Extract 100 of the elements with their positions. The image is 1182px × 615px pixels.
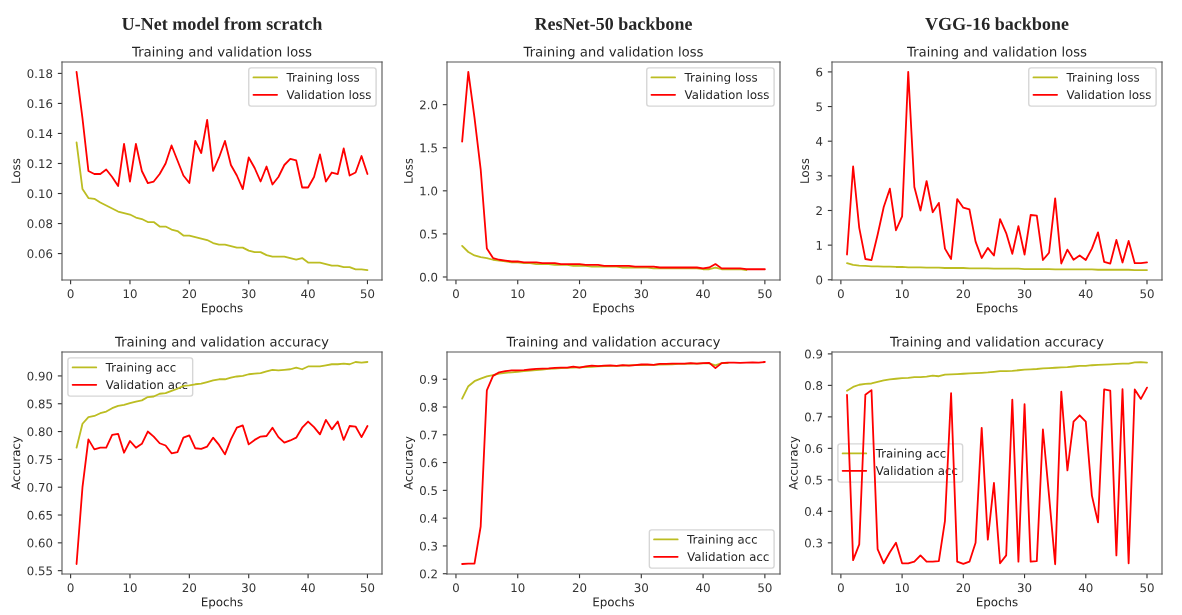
x-tick-label: 40 <box>301 289 315 299</box>
x-tick-label: 30 <box>634 583 649 593</box>
legend-label: Validation acc <box>105 379 188 390</box>
y-axis-title: Accuracy <box>11 436 23 490</box>
chart-title: U-Net model from scratch <box>122 17 323 30</box>
y-tick-label: 0.60 <box>27 538 53 548</box>
y-tick-label: 0.2 <box>419 569 437 579</box>
x-tick-label: 20 <box>182 289 197 299</box>
x-tick-label: 10 <box>511 583 525 593</box>
x-axis-title: Epochs <box>593 597 635 609</box>
chart-title: Training and validation accuracy <box>114 336 329 350</box>
line-series <box>846 386 1148 566</box>
y-axis-title: Accuracy <box>403 436 416 490</box>
y-axis-title: Loss <box>403 158 413 183</box>
y-tick-label: 0.3 <box>804 538 823 548</box>
x-tick-label: 50 <box>1140 583 1154 593</box>
legend-label: Training loss <box>286 72 360 85</box>
y-tick-label: 0.9 <box>804 349 823 359</box>
y-tick-label: 0.80 <box>27 427 53 437</box>
y-tick-label: 2.0 <box>420 100 438 110</box>
x-tick-label: 10 <box>895 583 909 593</box>
x-tick-label: 50 <box>758 289 772 299</box>
x-axis-title: Epochs <box>202 597 243 609</box>
line-series <box>75 71 369 190</box>
y-tick-label: 0.6 <box>419 458 438 468</box>
y-tick-label: 0.4 <box>804 507 823 516</box>
chart-subtitle: Training and validation loss <box>132 46 312 60</box>
y-tick-label: 0.14 <box>27 129 53 139</box>
legend-label: Training acc <box>687 534 757 547</box>
x-tick-label: 50 <box>758 583 772 593</box>
y-tick-label: 0.08 <box>27 219 53 229</box>
y-tick-label: 0.4 <box>419 513 438 523</box>
y-tick-label: 4 <box>816 137 823 146</box>
y-tick-label: 1.5 <box>420 143 437 153</box>
line-series <box>75 141 369 271</box>
x-tick-label: 20 <box>182 583 197 593</box>
x-tick-label: 40 <box>1078 583 1093 593</box>
y-tick-label: 6 <box>816 67 823 77</box>
chart-title: ResNet-50 backbone <box>534 17 693 30</box>
x-axis-title: Epochs <box>593 303 635 315</box>
x-tick-label: 30 <box>242 289 256 299</box>
x-tick-label: 50 <box>1140 289 1154 299</box>
x-tick-label: 40 <box>1078 289 1093 299</box>
y-tick-label: 0.16 <box>27 99 53 109</box>
legend-label: Validation loss <box>1066 89 1151 100</box>
x-tick-label: 0 <box>837 289 844 299</box>
y-tick-label: 0.3 <box>419 541 438 551</box>
line-series <box>846 361 1148 392</box>
y-tick-label: 0.8 <box>804 381 823 391</box>
x-tick-label: 20 <box>572 583 587 593</box>
y-tick-label: 0.7 <box>804 412 822 422</box>
chart-subtitle: Training and validation loss <box>907 46 1087 60</box>
legend-label: Training loss <box>1066 72 1140 85</box>
y-tick-label: 0.55 <box>27 566 52 576</box>
y-tick-label: 0.70 <box>27 482 53 492</box>
chart-title: Training and validation accuracy <box>889 336 1104 350</box>
x-tick-label: 30 <box>634 289 649 299</box>
y-axis-title: Accuracy <box>788 436 801 490</box>
y-tick-label: 0.9 <box>419 374 438 384</box>
chart-title: Training and validation accuracy <box>506 336 721 350</box>
x-tick-label: 10 <box>123 583 137 593</box>
x-tick-label: 50 <box>360 289 375 299</box>
y-tick-label: 1.0 <box>420 186 438 196</box>
y-tick-label: 0.6 <box>804 444 823 454</box>
legend-label: Training acc <box>875 448 946 461</box>
y-tick-label: 0.12 <box>27 159 52 169</box>
y-tick-label: 0.5 <box>419 229 437 239</box>
y-tick-label: 0.5 <box>419 486 437 496</box>
legend-label: Validation loss <box>286 89 371 100</box>
x-tick-label: 0 <box>452 583 459 593</box>
y-tick-label: 0.18 <box>27 69 53 79</box>
x-axis-title: Epochs <box>202 303 243 315</box>
x-tick-label: 10 <box>123 289 137 299</box>
x-axis-title: Epochs <box>977 303 1018 315</box>
y-tick-label: 0.65 <box>27 510 52 520</box>
x-tick-label: 10 <box>511 289 525 299</box>
chart-title: VGG-16 backbone <box>925 17 1069 31</box>
y-tick-label: 0.75 <box>27 455 52 465</box>
x-tick-label: 20 <box>956 289 971 299</box>
y-tick-label: 0 <box>816 275 823 285</box>
x-tick-label: 0 <box>67 583 74 593</box>
x-tick-label: 30 <box>1017 289 1032 299</box>
x-tick-label: 20 <box>572 289 587 299</box>
legend-label: Training loss <box>684 72 758 85</box>
x-tick-label: 40 <box>301 583 315 593</box>
line-series <box>461 245 748 271</box>
x-tick-label: 0 <box>837 583 844 593</box>
x-tick-label: 30 <box>242 583 256 593</box>
x-tick-label: 40 <box>696 583 710 593</box>
line-series <box>75 361 369 449</box>
y-tick-label: 1 <box>816 241 822 250</box>
y-axis-title: Loss <box>800 158 810 183</box>
legend-label: Training acc <box>105 362 176 375</box>
y-tick-label: 0.8 <box>419 402 438 412</box>
y-tick-label: 0.90 <box>27 371 53 381</box>
y-tick-label: 0.06 <box>27 249 53 259</box>
y-tick-label: 5 <box>816 102 822 112</box>
y-tick-label: 3 <box>816 171 823 181</box>
y-tick-label: 0.5 <box>804 475 822 485</box>
x-axis-title: Epochs <box>977 597 1018 609</box>
